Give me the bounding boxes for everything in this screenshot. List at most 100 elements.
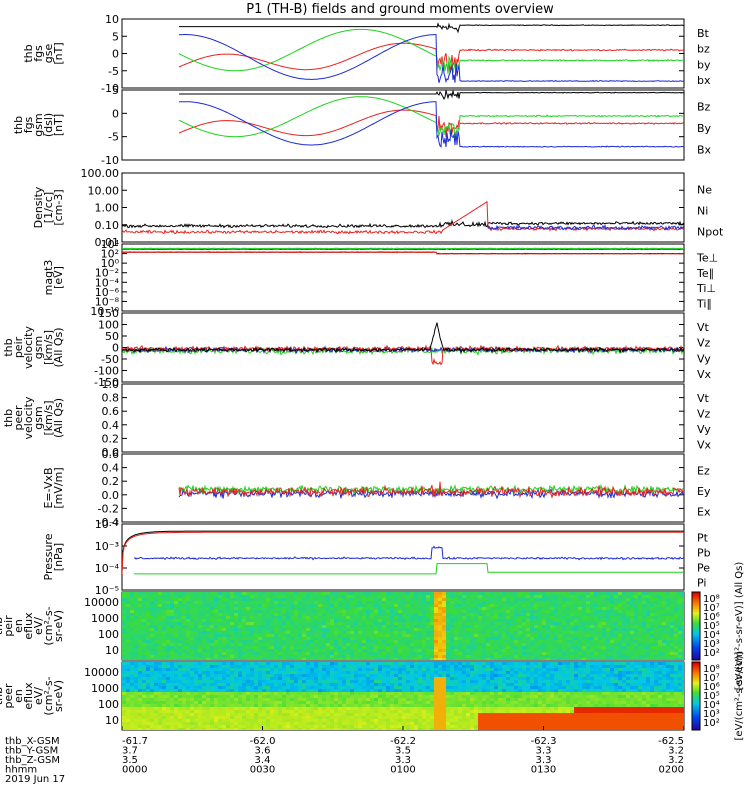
x-tick-hhmm: 0100 bbox=[390, 765, 415, 776]
y-tick-label: 100 bbox=[98, 698, 119, 711]
data-layer bbox=[122, 322, 684, 366]
y-tick-label: 0.2 bbox=[102, 475, 120, 488]
colorbar-segment bbox=[692, 607, 700, 610]
colorbar-segment bbox=[692, 614, 700, 617]
colorbar-segment bbox=[692, 665, 700, 668]
legend-Vt: Vt bbox=[697, 392, 710, 405]
y-axis-label-line: (cm²-s- bbox=[42, 676, 55, 715]
y-axis-label-line: [1/cc] bbox=[42, 192, 55, 223]
series-ex bbox=[178, 487, 684, 500]
colorbar-segment bbox=[692, 610, 700, 613]
legend-Bz: Bz bbox=[697, 101, 711, 114]
colorbar-segment bbox=[692, 646, 700, 649]
x-row-label: 2019 Jun 17 bbox=[5, 774, 65, 785]
legend-Vx: Vx bbox=[697, 368, 712, 381]
legend-bz: bz bbox=[697, 43, 710, 56]
y-tick-label: -10 bbox=[101, 154, 119, 167]
y-tick-label: -0.4 bbox=[98, 516, 119, 529]
colorbar-segment bbox=[692, 605, 700, 608]
colorbar-segment bbox=[692, 716, 700, 719]
y-tick-label: -5 bbox=[108, 65, 119, 78]
colorbar-segment bbox=[692, 699, 700, 702]
x-tick-z_gsm: 3.4 bbox=[255, 755, 271, 766]
y-tick-label: 0.4 bbox=[102, 462, 120, 475]
colorbar-segment bbox=[692, 639, 700, 642]
legend-Ni: Ni bbox=[697, 205, 708, 218]
data-layer bbox=[122, 247, 684, 255]
colorbar-label: [eV/(cm²-s-sr-eV)] (All Qs) bbox=[734, 562, 745, 691]
y-axis-label-line: E=-VxB bbox=[42, 467, 55, 508]
colorbar-segment bbox=[692, 654, 700, 658]
y-axis-label-line: thb bbox=[2, 409, 15, 427]
x-row-label: thb_Z-GSM bbox=[5, 755, 60, 766]
colorbar-tick-label: 10⁴ bbox=[703, 630, 720, 641]
legend-Ey: Ey bbox=[697, 485, 711, 498]
colorbar-segment bbox=[692, 626, 700, 629]
colorbar-segment bbox=[692, 672, 700, 675]
x-row-label: thb_X-GSM bbox=[5, 736, 60, 747]
series-te-perp bbox=[122, 251, 684, 255]
y-tick-label: 10² bbox=[101, 248, 119, 261]
series-by bbox=[178, 96, 684, 142]
y-axis-label-line: eflux bbox=[22, 682, 35, 710]
colorbar-segment bbox=[692, 602, 700, 605]
colorbar-segment bbox=[692, 677, 700, 680]
y-tick-label: 10 bbox=[105, 644, 119, 657]
colorbar-segment bbox=[692, 634, 700, 637]
y-tick-label: 100.00 bbox=[81, 167, 120, 180]
y-axis-label-line: peir bbox=[2, 615, 15, 637]
colorbar-segment bbox=[692, 631, 700, 634]
colorbar-segment bbox=[692, 632, 700, 635]
x-tick-y_gsm: 3.5 bbox=[395, 746, 411, 757]
y-tick-label: 0.6 bbox=[102, 405, 120, 418]
panel-fgs-gse: 10 5 0 -5 -10 thbfgsgse[nT] Bt bz by bx bbox=[22, 13, 711, 95]
y-tick-label: 0 bbox=[112, 107, 119, 120]
y-tick-label: -10 bbox=[101, 82, 119, 95]
panel-peer-eflux: 10000 1000 100 10 thbpeerenefluxeV/(cm²-s-sr… bbox=[0, 651, 745, 740]
colorbar-segment bbox=[692, 690, 700, 694]
colorbar-segment bbox=[692, 651, 700, 654]
series-bx bbox=[178, 101, 684, 148]
y-tick-label: 10⁻² bbox=[95, 267, 119, 280]
x-tick-z_gsm: 3.5 bbox=[122, 755, 138, 766]
x-row-label: hhmm bbox=[5, 765, 37, 776]
colorbar-segment bbox=[692, 593, 700, 596]
legend-Bx: Bx bbox=[697, 143, 712, 156]
colorbar-segment bbox=[692, 704, 700, 707]
colorbar-segment bbox=[692, 663, 700, 666]
colorbar-frame bbox=[691, 591, 701, 661]
y-tick-label: 10000 bbox=[84, 596, 119, 609]
y-tick-label: 5 bbox=[112, 30, 119, 43]
y-axis-label-line: velocity bbox=[22, 326, 35, 369]
series-npot bbox=[487, 223, 684, 231]
y-axis-label: thbfgsgsm(dsl)[nT] bbox=[12, 113, 65, 137]
colorbar-segment bbox=[692, 726, 700, 729]
y-tick-label: 10⁻⁸ bbox=[95, 295, 120, 308]
colorbar-segment bbox=[692, 668, 700, 671]
y-axis-label-line: Pressure bbox=[42, 533, 55, 580]
colorbar-segment bbox=[692, 667, 700, 670]
y-tick-label: 0.10 bbox=[95, 219, 120, 232]
panel-frame bbox=[121, 523, 685, 591]
series-pe bbox=[134, 563, 684, 575]
legend-Npot: Npot bbox=[697, 226, 724, 239]
data-layer bbox=[178, 90, 684, 148]
y-axis-label-line: [nT] bbox=[52, 42, 65, 64]
series-ti-par bbox=[122, 247, 684, 250]
panels-group: 1050-5-10thbfgsgse[nT]Btbzbybx50-5-10thb… bbox=[0, 13, 745, 740]
y-axis-label-line: (All Qs) bbox=[52, 398, 65, 438]
series-pt bbox=[122, 530, 684, 573]
colorbar-tick-label: 10⁸ bbox=[703, 664, 720, 675]
series-vt bbox=[122, 322, 684, 354]
y-tick-label: 0.8 bbox=[102, 392, 120, 405]
legend-Vz: Vz bbox=[697, 337, 711, 350]
colorbar-segment bbox=[692, 721, 700, 724]
colorbar-segment bbox=[692, 696, 700, 699]
y-axis-label: Pressure[nPa] bbox=[42, 533, 65, 580]
y-tick-label: 1.00 bbox=[95, 202, 120, 215]
y-axis-label: thbpeerenefluxeV/(cm²-s-sr-eV) bbox=[0, 676, 65, 715]
y-axis-label-line: [cm-3] bbox=[52, 189, 65, 225]
y-axis-label-line: Density bbox=[32, 186, 45, 228]
